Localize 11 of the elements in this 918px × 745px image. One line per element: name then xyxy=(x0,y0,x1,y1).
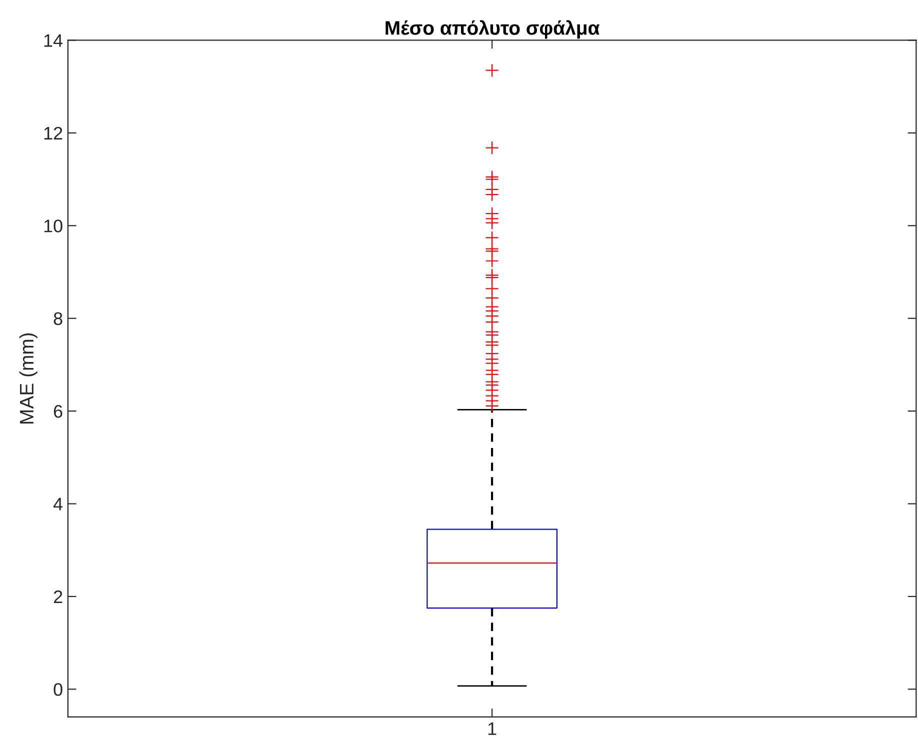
x-tick-label: 1 xyxy=(488,722,496,735)
y-tick-label: 2 xyxy=(54,590,62,604)
y-axis-title: MAE (mm) xyxy=(19,333,38,424)
chart-title: Μέσο απόλυτο σφάλμα xyxy=(386,20,600,39)
y-tick-label: 0 xyxy=(54,683,62,696)
y-tick-label: 8 xyxy=(54,312,62,326)
y-tick-label: 14 xyxy=(44,34,63,47)
y-tick-label: 4 xyxy=(53,498,63,510)
y-tick-label: 10 xyxy=(44,220,62,232)
y-tick-label: 12 xyxy=(44,126,62,140)
y-tick-label: 6 xyxy=(54,404,62,418)
